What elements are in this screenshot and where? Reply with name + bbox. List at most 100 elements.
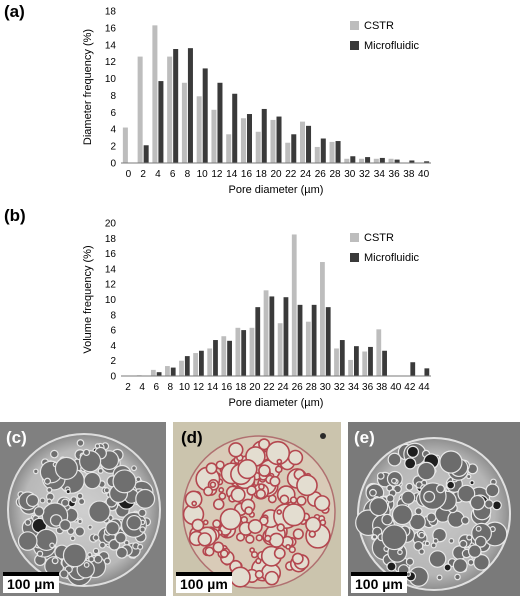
panel-label-d: (d) [181,428,203,447]
bar-cstr [249,327,255,376]
y-tick-label: 16 [105,23,117,34]
bar-microfluidic [379,157,385,163]
y-axis-label: Volume frequency (%) [82,245,94,353]
x-tick-label: 34 [348,382,360,393]
bar-cstr [320,262,325,376]
bar-microfluidic [283,297,289,376]
bar-cstr [167,56,173,163]
bar-cstr [211,109,217,163]
bar-microfluidic [261,108,267,163]
x-tick-label: 28 [329,169,341,180]
bar-microfluidic [170,367,176,376]
y-tick-label: 0 [110,159,116,170]
bar-cstr [388,158,394,163]
y-tick-label: 14 [105,264,117,275]
bar-microfluidic [335,141,341,163]
bar-microfluidic [158,81,164,163]
bar-cstr [348,359,353,376]
x-tick-label: 22 [263,382,275,393]
x-tick-label: 4 [155,169,161,180]
bar-microfluidic [143,145,149,163]
bar-microfluidic [246,114,252,163]
bar-cstr [373,158,379,163]
bar-cstr [300,121,306,163]
bar-microfluidic [187,48,193,163]
y-tick-label: 14 [105,40,117,51]
x-tick-label: 12 [193,382,205,393]
x-tick-label: 0 [126,169,132,180]
x-tick-label: 30 [344,169,356,180]
x-tick-label: 36 [389,169,401,180]
bar-cstr [122,127,128,163]
x-tick-label: 6 [170,169,176,180]
bar-microfluidic [350,156,356,163]
bar-cstr [152,25,158,163]
bar-cstr [314,146,320,163]
x-tick-label: 36 [362,382,374,393]
micrograph-e: 100 µm (e) [348,422,520,596]
bar-microfluidic [173,49,179,163]
bar-cstr [270,119,276,163]
bar-microfluidic [394,159,400,163]
bar-cstr [376,329,382,376]
bar-cstr [165,366,170,376]
bar-microfluidic [368,346,373,376]
bar-cstr [277,323,283,376]
y-axis-label: Diameter frequency (%) [82,29,94,145]
legend-swatch-cstr [350,21,359,30]
bar-microfluidic [202,68,208,163]
scale-bar-c: 100 µm [3,572,59,593]
panel-label-c: (c) [6,428,27,447]
x-tick-label: 14 [207,382,219,393]
x-tick-label: 32 [334,382,346,393]
bar-microfluidic [227,340,232,376]
bar-cstr [263,290,269,376]
x-tick-label: 16 [221,382,233,393]
bar-cstr [334,348,339,376]
y-tick-label: 2 [110,142,116,153]
bar-cstr [344,158,350,163]
x-tick-label: 24 [300,169,312,180]
bar-microfluidic [354,346,359,376]
panel-label-a: (a) [4,2,25,21]
y-tick-label: 6 [110,326,116,337]
scale-bar-d: 100 µm [176,572,232,593]
x-tick-label: 22 [285,169,297,180]
x-tick-label: 26 [292,382,304,393]
legend-label-microfluidic: Microfluidic [364,40,420,52]
bar-cstr [362,351,368,376]
x-tick-label: 40 [390,382,402,393]
bar-microfluidic [320,138,326,163]
scale-bar-e: 100 µm [351,572,407,593]
y-tick-label: 0 [110,372,116,383]
x-axis-label: Pore diameter (µm) [229,184,324,196]
y-tick-label: 10 [105,74,117,85]
x-tick-label: 20 [249,382,261,393]
bar-cstr [359,158,365,163]
x-tick-label: 38 [403,169,415,180]
bar-cstr [221,336,227,376]
x-tick-label: 34 [374,169,386,180]
bar-microfluidic [276,116,282,163]
bar-microfluidic [339,340,345,376]
x-tick-label: 30 [320,382,332,393]
y-tick-label: 10 [105,295,117,306]
x-tick-label: 24 [277,382,289,393]
x-tick-label: 12 [211,169,223,180]
x-tick-label: 18 [256,169,268,180]
legend-swatch-microfluidic [350,253,359,262]
micrograph-d-image [173,422,341,596]
x-tick-label: 28 [306,382,318,393]
bar-cstr [137,56,143,163]
y-tick-label: 2 [110,356,116,367]
y-tick-label: 18 [105,234,117,245]
x-tick-label: 40 [418,169,430,180]
x-tick-label: 10 [179,382,191,393]
y-tick-label: 18 [105,7,117,18]
bar-cstr [235,327,241,376]
bar-microfluidic [409,160,415,163]
x-tick-label: 26 [315,169,327,180]
bar-cstr [179,360,184,376]
bar-microfluidic [424,368,430,376]
